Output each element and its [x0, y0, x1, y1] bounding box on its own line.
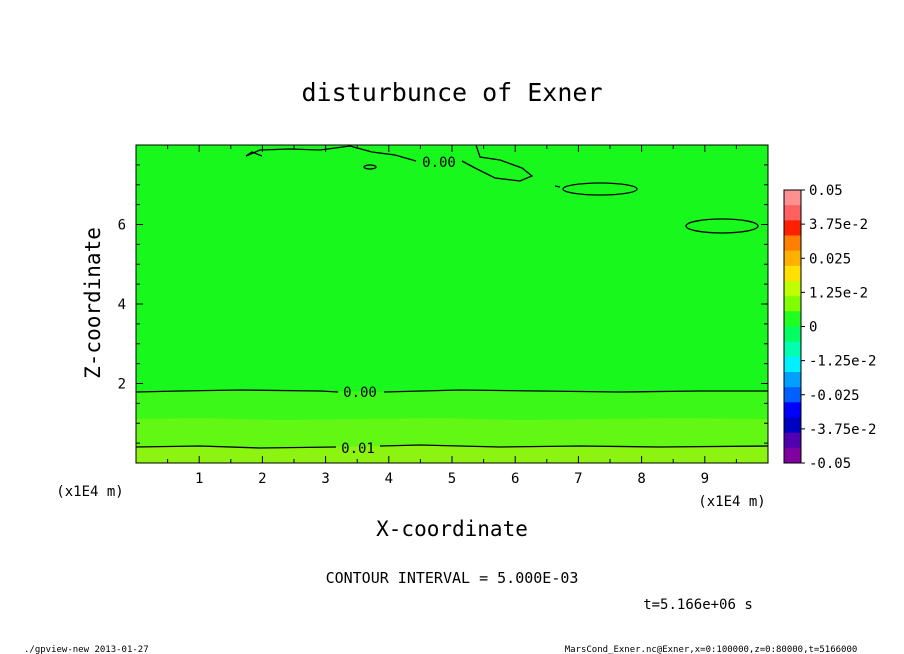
colorbar-label: 1.25e-2: [809, 285, 868, 301]
y-tick-label: 4: [118, 297, 126, 313]
colorbar-swatch: [784, 447, 801, 464]
colorbar-swatch: [784, 296, 801, 312]
contour-band-2: [136, 445, 768, 463]
contour-line-001-left: [135, 445, 337, 449]
y-axis-label: Z-coordinate: [81, 227, 105, 379]
x-axis: 1 2 3 4 5 6 7 8 9: [167, 145, 737, 487]
x-unit-right: (x1E4 m): [698, 494, 765, 510]
colorbar-swatch: [784, 372, 801, 388]
y-tick-label: 2: [118, 377, 126, 393]
contour-line-zero-top-right: [461, 144, 534, 182]
contour-line-zero-low-right: [383, 389, 768, 393]
x-tick-label: 3: [321, 471, 329, 487]
plot-area: 0.00 0.00 0.01: [135, 144, 769, 464]
colorbar-label: -0.05: [809, 456, 851, 472]
chart-title: disturbunce of Exner: [301, 78, 602, 107]
colorbar-label: 0.05: [809, 183, 843, 199]
contour-line-001-right: [379, 444, 769, 448]
colorbar-swatch: [784, 311, 801, 327]
contour-label-001: 0.01: [341, 441, 375, 457]
contour-line-zero-top-left: [245, 145, 417, 162]
colorbar-label: -3.75e-2: [809, 422, 876, 438]
contour-label-top: 0.00: [422, 155, 456, 171]
colorbar-swatch: [784, 341, 801, 358]
x-unit-left: (x1E4 m): [56, 484, 123, 500]
colorbar-swatch: [784, 326, 801, 343]
x-tick-label: 4: [385, 471, 393, 487]
colorbar-label: 0.025: [809, 251, 851, 267]
colorbar-swatch: [784, 220, 801, 236]
footer-left: ./gpview-new 2013-01-27: [24, 645, 149, 654]
x-axis-label: X-coordinate: [376, 517, 528, 541]
colorbar-swatch: [784, 281, 801, 297]
colorbar-swatch: [784, 432, 801, 449]
colorbar-swatch: [784, 265, 801, 282]
colorbar-label: -1.25e-2: [809, 354, 876, 370]
colorbar: 0.05 3.75e-2 0.025 1.25e-2 0 -1.25e-2 -0.025 -3…: [783, 183, 876, 472]
contour-small-loop: [363, 164, 377, 170]
contour-interval-label: CONTOUR INTERVAL = 5.000E-03: [326, 569, 579, 587]
x-tick-label: 5: [448, 471, 456, 487]
time-label: t=5.166e+06 s: [643, 597, 753, 613]
y-tick-label: 6: [118, 218, 126, 234]
colorbar-label: 0: [809, 320, 817, 336]
colorbar-swatch: [784, 356, 801, 373]
x-tick-label: 7: [574, 471, 582, 487]
colorbar-swatch: [784, 417, 801, 434]
x-tick-label: 6: [511, 471, 519, 487]
footer-right: MarsCond_Exner.nc@Exner,x=0:100000,z=0:8…: [565, 645, 858, 654]
x-tick-label: 8: [637, 471, 645, 487]
contour-label-zero-low: 0.00: [343, 385, 377, 401]
colorbar-swatch: [784, 387, 801, 403]
colorbar-swatch: [784, 235, 801, 252]
contour-lines: [135, 144, 769, 449]
x-tick-label: 1: [195, 471, 203, 487]
colorbar-label: 3.75e-2: [809, 217, 868, 233]
contour-line-zero-low-left: [135, 389, 339, 393]
colorbar-label: -0.025: [809, 388, 860, 404]
colorbar-swatch: [784, 402, 801, 418]
contour-line-zero-top-tip: [245, 151, 263, 157]
contour-loop-9: [685, 218, 759, 234]
colorbar-swatch: [784, 190, 801, 206]
colorbar-swatch: [784, 205, 801, 221]
x-tick-label: 2: [258, 471, 266, 487]
y-axis: 2 4 6: [118, 164, 768, 444]
colorbar-swatch: [784, 250, 801, 267]
contour-loop-7: [562, 182, 638, 196]
contour-fragment: [554, 185, 561, 188]
x-tick-label: 9: [701, 471, 709, 487]
